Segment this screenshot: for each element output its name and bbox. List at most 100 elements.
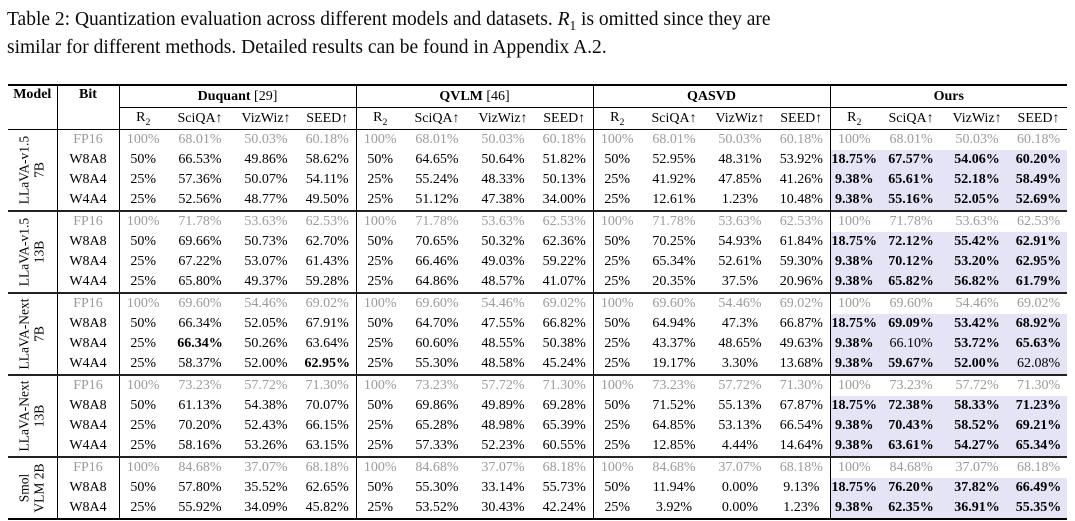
bit-cell: W4A4 bbox=[57, 272, 120, 294]
value-cell: 67.91% bbox=[299, 314, 357, 335]
value-cell: 66.34% bbox=[178, 316, 222, 332]
value-cell: 66.87% bbox=[773, 314, 831, 335]
value-cell: 60.18% bbox=[536, 129, 594, 151]
bit-cell: W4A4 bbox=[57, 190, 120, 212]
value-cell: 69.09% bbox=[878, 314, 945, 335]
value-cell: 50% bbox=[367, 234, 394, 250]
metric-header: VizWiz↑ bbox=[233, 107, 299, 131]
value-cell: 71.78% bbox=[878, 210, 945, 233]
value-cell: 53.63% bbox=[233, 210, 299, 233]
bit-cell: W4A4 bbox=[57, 354, 120, 376]
value-cell: 58.37% bbox=[178, 356, 222, 372]
value-cell: 37.07% bbox=[470, 456, 536, 479]
table-header: Model Bit Duquant [29] QVLM [46] QASVD Ours R2… bbox=[8, 85, 1068, 131]
value-cell: 57.72% bbox=[707, 374, 774, 397]
value-cell: 52.18% bbox=[944, 170, 1011, 191]
value-cell: 66.34% bbox=[177, 336, 223, 352]
value-cell: 60.18% bbox=[773, 129, 831, 151]
value-cell: 68.18% bbox=[773, 456, 831, 479]
value-cell: 53.92% bbox=[773, 150, 831, 171]
value-cell: 64.70% bbox=[415, 316, 459, 332]
metric-header: VizWiz↑ bbox=[470, 107, 536, 131]
value-cell: 54.38% bbox=[244, 398, 288, 414]
value-cell: 50% bbox=[367, 152, 394, 168]
value-cell: 49.50% bbox=[299, 190, 357, 212]
value-cell: 67.87% bbox=[773, 396, 831, 417]
value-cell: 65.82% bbox=[878, 272, 945, 294]
value-cell: 12.61% bbox=[652, 192, 696, 208]
metric-header: SEED↑ bbox=[299, 107, 357, 131]
value-cell: 69.60% bbox=[167, 292, 233, 315]
method-header: Duquant [29] bbox=[119, 85, 357, 109]
value-cell: 71.78% bbox=[404, 210, 470, 233]
value-cell: 50.13% bbox=[536, 170, 594, 191]
value-cell: 73.23% bbox=[167, 374, 233, 397]
model-name-line: LLaVA-Next bbox=[16, 298, 32, 370]
value-cell: 65.34% bbox=[652, 254, 696, 270]
value-cell: 50.03% bbox=[718, 132, 762, 148]
header-row-methods: Model Bit Duquant [29] QVLM [46] QASVD Ours bbox=[8, 85, 1068, 131]
value-cell: 48.55% bbox=[481, 336, 525, 352]
value-cell: 100% bbox=[600, 132, 634, 148]
value-cell: 60.60% bbox=[415, 336, 459, 352]
value-cell: 100% bbox=[837, 132, 871, 148]
value-cell: 50.38% bbox=[536, 334, 594, 355]
value-cell: 49.86% bbox=[244, 152, 288, 168]
value-cell: 3.30% bbox=[721, 356, 759, 372]
value-cell: 73.23% bbox=[641, 374, 708, 397]
value-cell: 62.95% bbox=[1010, 252, 1068, 273]
value-cell: 14.64% bbox=[773, 436, 831, 458]
value-cell: 45.82% bbox=[299, 498, 357, 520]
header-bit: Bit bbox=[57, 85, 120, 131]
table-row: Smol VLM 2B FP16 100% 84.68% 37.07% 68.18% 100%… bbox=[8, 456, 1068, 520]
value-cell: 62.53% bbox=[299, 210, 357, 233]
value-cell: 0.00% bbox=[721, 500, 759, 516]
value-cell: 53.72% bbox=[944, 334, 1011, 355]
caption-text-1: Table 2: Quantization evaluation across … bbox=[7, 9, 553, 30]
value-cell: 100% bbox=[126, 132, 160, 148]
value-cell: 19.17% bbox=[652, 356, 696, 372]
value-cell: 25% bbox=[604, 192, 631, 208]
value-cell: 43.37% bbox=[652, 336, 696, 352]
value-cell: 49.03% bbox=[481, 254, 525, 270]
metric-header: SciQA↑ bbox=[641, 107, 708, 131]
value-cell: 47.55% bbox=[481, 316, 525, 332]
value-cell: 62.36% bbox=[536, 232, 594, 253]
r2-base: R bbox=[136, 109, 146, 125]
value-cell: 50.03% bbox=[955, 132, 999, 148]
value-cell: 56.82% bbox=[944, 272, 1011, 294]
table-row: W8A8 50% 66.34% 52.05% 67.91% 50% 64.70% 47.55%… bbox=[8, 314, 1068, 335]
value-cell: 100% bbox=[593, 456, 642, 479]
value-cell: 69.02% bbox=[1010, 292, 1068, 315]
value-cell: 62.53% bbox=[536, 210, 594, 233]
value-cell: 9.38% bbox=[830, 170, 879, 191]
value-cell: 53.63% bbox=[470, 210, 536, 233]
value-cell: 30.43% bbox=[481, 500, 525, 516]
value-cell: 53.20% bbox=[944, 252, 1011, 273]
value-cell: 68.01% bbox=[652, 132, 696, 148]
value-cell: 100% bbox=[119, 210, 167, 233]
value-cell: 9.38% bbox=[830, 334, 879, 355]
value-cell: 37.07% bbox=[707, 456, 774, 479]
value-cell: 66.82% bbox=[536, 314, 594, 335]
value-cell: 59.67% bbox=[878, 354, 945, 376]
value-cell: 57.72% bbox=[944, 374, 1011, 397]
value-cell: 57.33% bbox=[415, 438, 459, 454]
value-cell: 100% bbox=[119, 292, 167, 315]
value-cell: 69.02% bbox=[299, 292, 357, 315]
header-row-metrics: R2 SciQA↑ VizWiz↑ SEED↑ R2 SciQA↑ VizWiz↑ SEED↑… bbox=[8, 107, 1068, 131]
bit-cell: W8A8 bbox=[57, 150, 120, 171]
value-cell: 54.46% bbox=[470, 292, 536, 315]
model-label: LLaVA-Next 13B bbox=[8, 374, 58, 458]
model-label: LLaVA-v1.5 7B bbox=[8, 129, 58, 212]
value-cell: 25% bbox=[130, 172, 157, 188]
metric-header: VizWiz↑ bbox=[707, 107, 774, 131]
model-label-text: LLaVA-v1.5 7B bbox=[17, 136, 47, 204]
table-caption: Table 2: Quantization evaluation across … bbox=[0, 0, 1075, 62]
value-cell: 50% bbox=[367, 398, 394, 414]
metric-header: SEED↑ bbox=[1010, 107, 1068, 131]
value-cell: 55.16% bbox=[878, 190, 945, 212]
value-cell: 71.78% bbox=[641, 210, 708, 233]
value-cell: 49.63% bbox=[773, 334, 831, 355]
model-size-line: 7B bbox=[31, 162, 47, 178]
